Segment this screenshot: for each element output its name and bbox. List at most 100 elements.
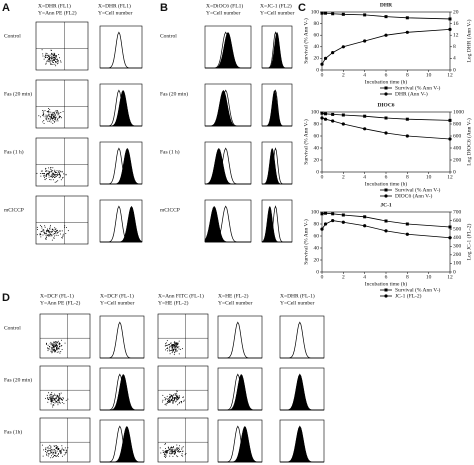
event-dot [177,456,179,458]
series-line [321,220,451,239]
event-dot [52,55,54,57]
data-point [341,122,345,126]
event-dot [48,449,50,451]
event-dot [56,63,58,65]
x-tick-label: 6 [385,274,388,280]
x-axis-label: Incubation time (h) [365,78,408,85]
event-dot [175,344,177,346]
legend-label: DIOC6 (Ann V-) [395,192,432,199]
event-dot [173,450,175,452]
event-dot [174,343,176,345]
data-point [320,212,324,216]
x-tick-label: 12 [447,174,453,180]
dot-plot-frame [35,79,89,129]
x-tick-label: 12 [447,274,453,280]
row-label: Control [4,325,21,331]
x-tick-label: 2 [342,274,345,280]
event-dot [56,181,58,183]
event-dot [56,345,58,347]
event-dot [47,173,49,175]
event-dot [57,455,59,457]
event-dot [163,454,165,456]
event-dot [64,225,66,227]
event-dot [50,230,52,232]
event-dot [56,170,58,172]
event-dot [171,401,173,403]
event-dot [45,171,47,173]
event-dot [183,399,185,401]
event-dot [56,396,58,398]
event-dot [167,450,169,452]
event-dot [53,59,55,61]
event-dot [60,350,62,352]
event-dot [52,179,54,181]
event-dot [179,401,181,403]
y2-tick-label: 400 [453,145,462,151]
event-dot [49,224,51,226]
event-dot [54,111,56,113]
event-dot [51,61,53,63]
y2-tick-label: 0 [453,169,456,175]
event-dot [50,341,52,343]
event-dot [159,447,161,449]
event-dot [173,354,175,356]
y2-tick-label: 500 [453,226,462,232]
event-dot [62,235,64,237]
event-dot [175,345,177,347]
y-tick-label: 60 [314,133,320,139]
event-dot [49,60,51,62]
event-dot [58,54,60,56]
event-dot [169,401,171,403]
event-dot [173,349,175,351]
x-tick-label: 8 [406,72,409,78]
event-dot [57,402,59,404]
event-dot [164,399,166,401]
event-dot [53,455,55,457]
event-dot [59,402,61,404]
event-dot [172,448,174,450]
legend-label: Survival (% Ann V-) [395,186,441,193]
event-dot [167,452,169,454]
data-point [341,45,345,49]
event-dot [48,231,50,233]
event-dot [52,349,54,351]
x-tick-label: 12 [447,72,453,78]
event-dot [57,171,59,173]
event-dot [49,54,51,56]
data-point [320,116,324,120]
event-dot [173,342,175,344]
event-dot [53,56,55,58]
event-dot [45,173,47,175]
event-dot [52,175,54,177]
y2-tick-label: 200 [453,252,462,258]
event-dot [175,348,177,350]
event-dot [54,235,56,237]
sample-histogram [100,426,145,463]
event-dot [57,399,59,401]
data-point [324,11,328,15]
event-dot [174,449,176,451]
x-tick-label: 2 [342,72,345,78]
x-tick-label: 4 [363,274,366,280]
event-dot [173,396,175,398]
event-dot [165,451,167,453]
column-header: Y=Cell number [98,10,133,16]
event-dot [58,351,60,353]
row-label: Fas (1 h) [4,148,24,155]
event-dot [55,231,57,233]
event-dot [182,450,184,452]
column-header: X=DHR (FL-1) [280,292,315,299]
event-dot [59,170,61,172]
event-dot [169,342,171,344]
y-tick-label: 40 [314,44,320,50]
sample-histogram [100,147,143,185]
y-axis-label: Survival (% Ann V-) [302,219,309,265]
event-dot [50,52,52,54]
event-dot [175,346,177,348]
event-dot [47,397,49,399]
event-dot [39,224,41,226]
y2-tick-label: 800 [453,121,462,127]
event-dot [51,239,53,241]
event-dot [47,350,49,352]
event-dot [55,398,57,400]
